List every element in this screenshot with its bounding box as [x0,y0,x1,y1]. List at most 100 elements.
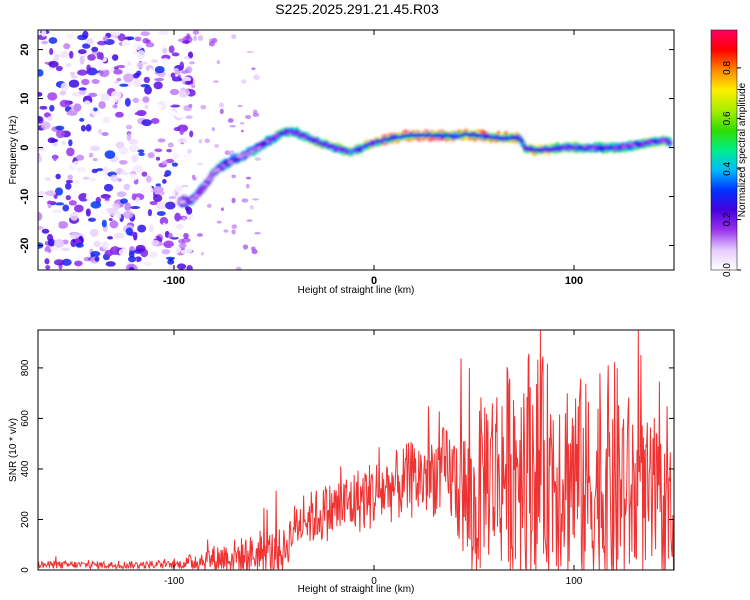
noise-blob [87,54,96,61]
noise-blob [112,202,120,212]
noise-blob [188,61,196,65]
ridge-segment [303,134,309,138]
ridge-segment [613,146,619,150]
noise-blob [90,145,100,152]
noise-blob [132,72,140,79]
ridge-segment [631,143,637,147]
noise-blob [121,39,131,48]
ridge-segment [573,145,579,149]
colorbar-tick-label: 0.6 [722,111,733,125]
noise-blob [140,83,150,88]
noise-blob [148,224,154,233]
noise-blob [167,110,177,116]
spectrogram-image [38,30,673,270]
noise-blob [162,178,167,184]
y-tick-label: 800 [20,359,31,376]
noise-blob [103,183,114,192]
noise-blob [240,129,245,133]
noise-blob [119,159,128,165]
noise-blob [83,100,92,109]
noise-blob [196,233,203,237]
noise-blob [235,266,242,270]
noise-blob [251,67,256,70]
noise-blob [104,150,116,159]
noise-blob [252,109,258,115]
ridge-segment [330,146,336,150]
figure-title: S225.2025.291.21.45.R03 [275,1,439,17]
ridge-segment [314,139,320,142]
noise-blob [157,138,166,143]
ridge-segment [227,160,233,164]
noise-blob [128,138,138,145]
noise-blob [55,125,65,131]
noise-blob [169,88,180,96]
noise-blob [41,40,48,45]
noise-blob [76,166,87,173]
noise-blob [38,116,44,124]
noise-blob [47,92,58,101]
noise-blob [152,186,164,194]
noise-blob [150,59,159,64]
noise-blob [127,61,132,66]
noise-blob [140,31,150,37]
noise-blob [166,148,172,153]
spectrogram-frame [37,29,675,271]
noise-blob [154,65,165,74]
noise-blob [102,116,111,124]
noise-blob [197,35,204,42]
colorbar-tick-label: 0.2 [722,212,733,226]
noise-blob [214,143,220,149]
noise-blob [109,32,121,37]
noise-blob [208,41,215,47]
ridge-segment [514,135,520,139]
noise-blob [174,212,181,222]
noise-blob [176,263,187,270]
noise-blob [167,142,174,148]
noise-blob [124,202,132,211]
noise-blob [117,33,126,42]
noise-blob [198,138,203,144]
noise-blob [153,194,163,203]
noise-blob [123,183,131,191]
noise-blob [168,257,174,262]
noise-blob [88,92,98,98]
noise-blob [115,111,124,118]
noise-blob [60,247,71,252]
noise-blob [72,160,84,167]
noise-blob [65,194,72,201]
noise-blob [156,211,166,217]
noise-blob [79,117,85,122]
noise-blob [151,239,160,246]
noise-blob [43,112,51,118]
noise-blob [188,104,193,108]
noise-blob [61,258,72,266]
ridge-segment [339,147,345,151]
noise-blob [68,139,73,147]
noise-blob [53,221,60,229]
x-tick-label: -100 [164,576,184,587]
noise-blob [38,69,44,77]
noise-blob [231,197,236,204]
noise-blob [192,30,200,35]
noise-blob [70,71,75,76]
noise-blob [185,66,193,74]
noise-blob [118,248,128,256]
ridge-segment [287,130,293,134]
noise-blob [246,50,254,54]
noise-blob [231,224,238,230]
noise-blob [59,90,67,96]
noise-blob [137,149,145,153]
snr-panel: -100 0 100 0 200 400 600 800 Height of straight… [8,329,675,595]
noise-blob [93,107,98,112]
noise-blob [79,55,85,65]
noise-blob [55,202,65,206]
ridge-segment [193,194,199,198]
noise-blob [128,250,135,258]
noise-blob [156,201,167,210]
noise-blob [98,101,106,109]
spectrogram-ylabel: Frequency (Hz) [8,116,19,185]
noise-blob [50,138,59,143]
ridge-segment [359,146,365,149]
snr-xlabel: Height of straight line (km) [298,584,415,595]
